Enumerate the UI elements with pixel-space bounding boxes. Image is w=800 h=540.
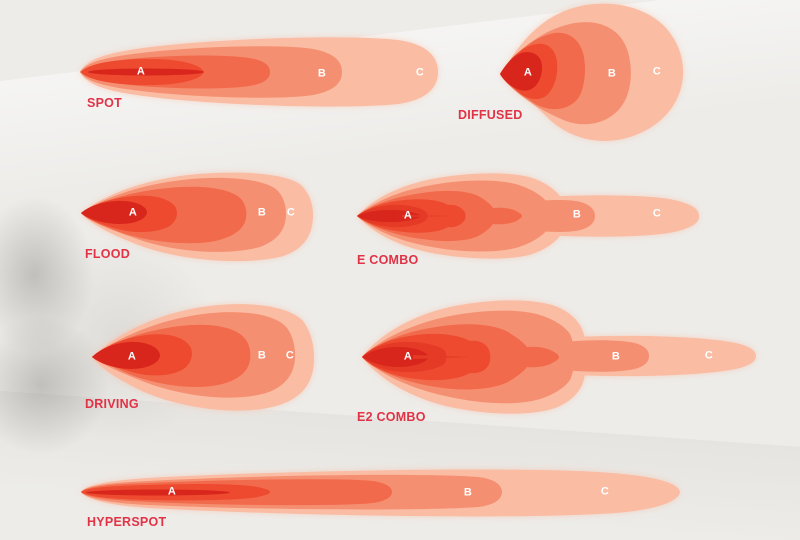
zone-c-letter: C [415, 66, 425, 79]
zone-b-tail-shape [537, 200, 595, 232]
zone-c-letter: C [286, 206, 296, 219]
zone-core-needle [402, 215, 452, 217]
diffused-beam-graphic [500, 3, 684, 141]
beam-label-driving: DRIVING [85, 397, 139, 411]
beam-label-diffused: DIFFUSED [458, 108, 523, 122]
zone-b-letter: B [257, 206, 267, 219]
zone-c-letter: C [704, 349, 714, 362]
zone-a-letter: A [136, 65, 146, 78]
zone-core-shape [88, 68, 204, 76]
zone-a-letter: A [403, 350, 413, 363]
zone-c-letter: C [600, 485, 610, 498]
zone-b-letter: B [607, 67, 617, 80]
zone-core-shape [81, 200, 147, 224]
hyperspot-beam-graphic [81, 469, 680, 517]
zone-core-shape [362, 347, 429, 367]
zone-a-letter: A [403, 209, 413, 222]
zone-c-letter: C [652, 65, 662, 78]
zone-b-tail-shape [563, 340, 649, 372]
beam-label-e-combo: E COMBO [357, 253, 419, 267]
flood-beam-graphic [81, 172, 313, 262]
driving-beam-graphic [92, 304, 314, 411]
beam-label-hyperspot: HYPERSPOT [87, 515, 167, 529]
zone-c-letter: C [285, 349, 295, 362]
zone-b-letter: B [611, 350, 621, 363]
zone-c-letter: C [652, 207, 662, 220]
beam-label-spot: SPOT [87, 96, 123, 110]
zone-core-shape [357, 210, 421, 222]
zone-b-letter: B [463, 486, 473, 499]
zone-a-letter: A [128, 206, 138, 219]
beam-e-combo: A B C [352, 168, 702, 264]
zone-b-letter: B [572, 208, 582, 221]
e2-combo-beam-graphic [362, 300, 756, 414]
zone-core-needle [413, 355, 470, 359]
zone-a-letter: A [127, 350, 137, 363]
zone-core-shape [92, 341, 160, 369]
beam-diffused: A B C [488, 0, 688, 146]
e-combo-beam-graphic [357, 173, 699, 259]
beam-label-e2-combo: E2 COMBO [357, 410, 426, 424]
zone-a-letter: A [167, 485, 177, 498]
beam-e2-combo: A B C [358, 296, 762, 420]
beam-label-flood: FLOOD [85, 247, 130, 261]
spot-beam-graphic [80, 37, 438, 107]
zone-core-shape [500, 52, 542, 91]
beam-driving: A B C [86, 298, 316, 420]
zone-b-letter: B [257, 349, 267, 362]
zone-b-letter: B [317, 67, 327, 80]
zone-core-shape [86, 489, 230, 496]
beam-hyperspot: A B C [78, 464, 686, 522]
beam-spot: A B C [78, 17, 450, 127]
beam-flood: A B C [76, 166, 316, 268]
zone-a-letter: A [523, 66, 533, 79]
